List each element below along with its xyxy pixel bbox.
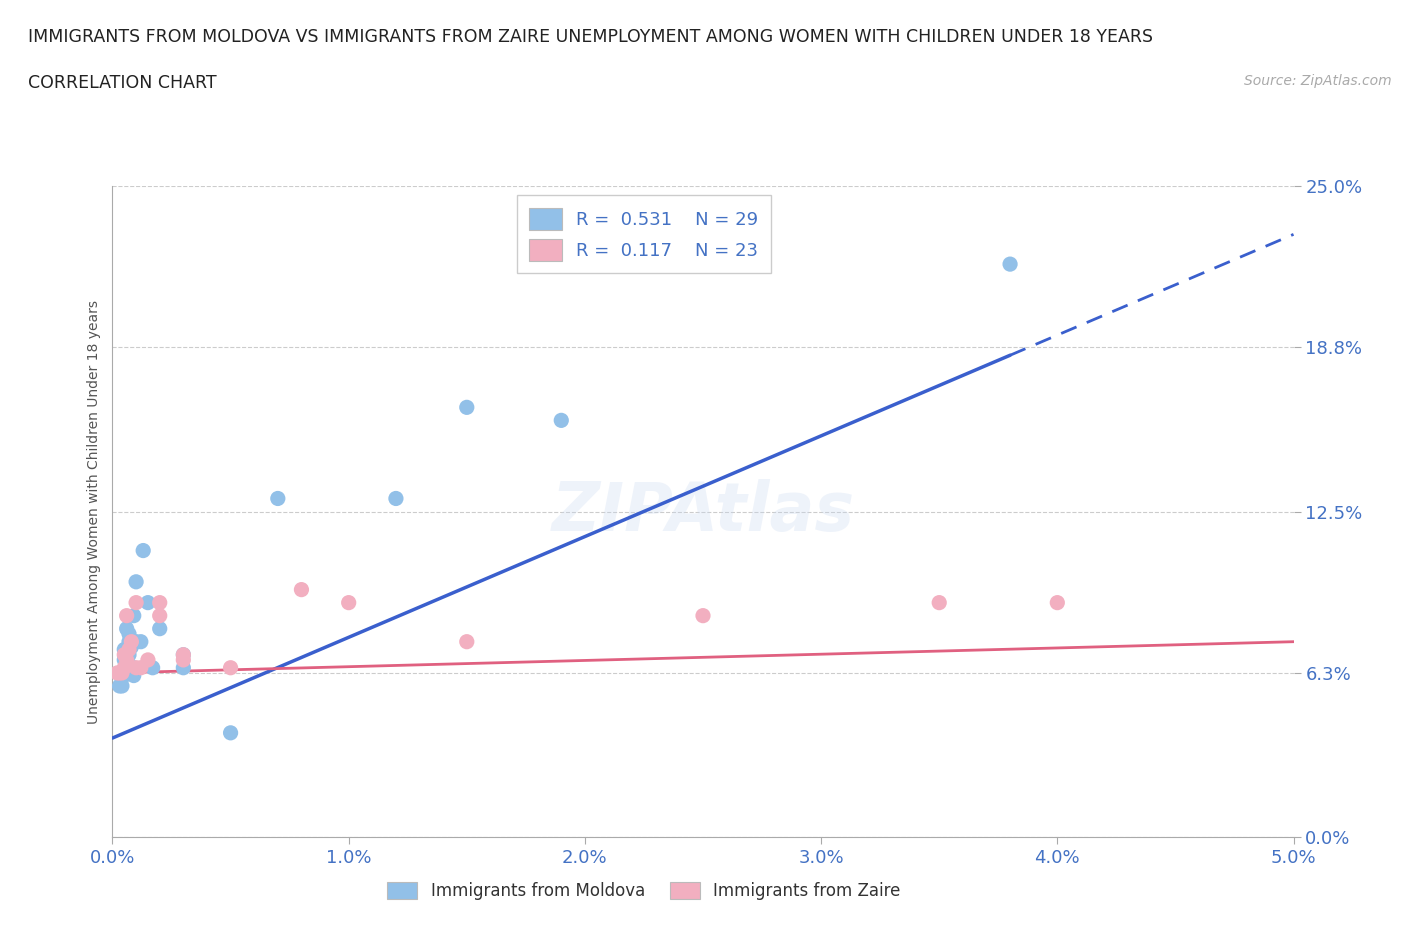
Point	[125, 634, 148, 649]
Point	[928, 595, 950, 610]
Point	[115, 608, 138, 623]
Point	[385, 491, 408, 506]
Point	[115, 653, 138, 668]
Text: Source: ZipAtlas.com: Source: ZipAtlas.com	[1244, 74, 1392, 88]
Point	[456, 400, 478, 415]
Point	[142, 660, 165, 675]
Point	[149, 608, 172, 623]
Point	[120, 634, 142, 649]
Point	[111, 679, 134, 694]
Point	[120, 640, 142, 655]
Point	[108, 666, 131, 681]
Point	[122, 660, 145, 675]
Point	[108, 679, 131, 694]
Y-axis label: Unemployment Among Women with Children Under 18 years: Unemployment Among Women with Children U…	[87, 299, 101, 724]
Point	[290, 582, 312, 597]
Point	[172, 647, 194, 662]
Point	[129, 634, 152, 649]
Point	[219, 725, 242, 740]
Point	[136, 595, 159, 610]
Point	[125, 660, 148, 675]
Point	[172, 647, 194, 662]
Point	[118, 642, 141, 657]
Point	[118, 647, 141, 662]
Point	[112, 647, 135, 662]
Point	[115, 660, 138, 675]
Point	[998, 257, 1021, 272]
Point	[219, 660, 242, 675]
Point	[122, 668, 145, 683]
Point	[125, 575, 148, 590]
Point	[118, 634, 141, 649]
Point	[122, 608, 145, 623]
Point	[456, 634, 478, 649]
Point	[172, 660, 194, 675]
Point	[111, 671, 134, 685]
Point	[1046, 595, 1069, 610]
Text: CORRELATION CHART: CORRELATION CHART	[28, 74, 217, 92]
Text: ZIPAtlas: ZIPAtlas	[551, 479, 855, 544]
Point	[105, 666, 128, 681]
Point	[125, 595, 148, 610]
Point	[172, 653, 194, 668]
Point	[129, 660, 152, 675]
Point	[115, 621, 138, 636]
Point	[132, 543, 155, 558]
Point	[267, 491, 290, 506]
Point	[120, 660, 142, 675]
Point	[550, 413, 572, 428]
Point	[118, 627, 141, 642]
Point	[136, 653, 159, 668]
Point	[111, 666, 134, 681]
Point	[108, 666, 131, 681]
Legend: Immigrants from Moldova, Immigrants from Zaire: Immigrants from Moldova, Immigrants from…	[381, 875, 907, 907]
Point	[112, 660, 135, 675]
Point	[149, 595, 172, 610]
Point	[112, 653, 135, 668]
Point	[149, 621, 172, 636]
Text: IMMIGRANTS FROM MOLDOVA VS IMMIGRANTS FROM ZAIRE UNEMPLOYMENT AMONG WOMEN WITH C: IMMIGRANTS FROM MOLDOVA VS IMMIGRANTS FR…	[28, 28, 1153, 46]
Point	[692, 608, 714, 623]
Point	[337, 595, 360, 610]
Point	[112, 642, 135, 657]
Point	[115, 653, 138, 668]
